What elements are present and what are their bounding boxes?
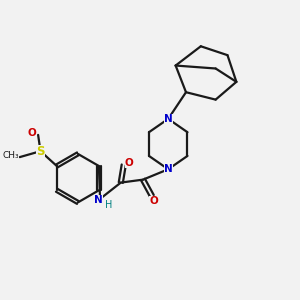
- Text: O: O: [125, 158, 134, 168]
- Text: H: H: [105, 200, 112, 210]
- Text: O: O: [149, 196, 158, 206]
- Text: CH₃: CH₃: [2, 151, 19, 160]
- Text: S: S: [36, 145, 45, 158]
- Text: O: O: [27, 128, 36, 138]
- Text: N: N: [164, 114, 172, 124]
- Text: N: N: [94, 195, 103, 206]
- Text: N: N: [164, 164, 172, 174]
